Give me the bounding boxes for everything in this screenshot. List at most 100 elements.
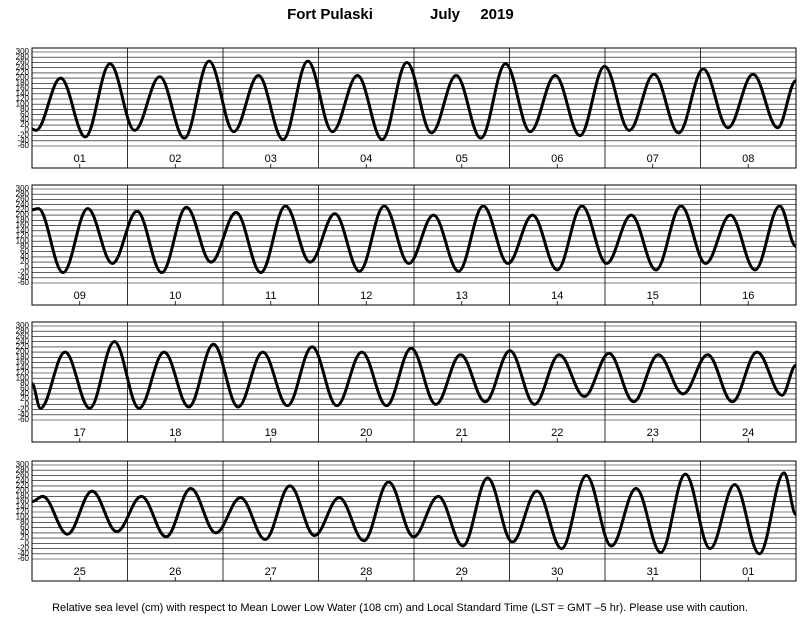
y-tick-label: -40 [17,136,29,145]
y-tick-label: -20 [17,131,29,140]
y-tick-label: 80 [20,379,29,388]
day-label: 03 [265,153,277,165]
y-tick-label: 100 [16,99,30,108]
day-label: 29 [456,566,468,578]
y-tick-label: 120 [16,94,30,103]
y-tick-label: 260 [16,58,30,67]
day-label: 20 [360,427,372,439]
y-tick-label: 240 [16,476,30,485]
y-tick-label: 0 [25,399,30,408]
y-tick-label: 80 [20,242,29,251]
day-label: 26 [169,566,181,578]
y-tick-label: 280 [16,52,30,61]
y-tick-label: 40 [20,389,29,398]
day-label: 28 [360,566,372,578]
y-tick-label: 240 [16,63,30,72]
y-tick-label: 200 [16,73,30,82]
y-tick-label: 160 [16,221,30,230]
y-tick-label: 280 [16,189,30,198]
y-tick-label: 140 [16,363,30,372]
tide-curve [30,340,797,410]
day-label: 23 [647,427,659,439]
y-tick-label: 180 [16,78,30,87]
y-tick-label: 60 [20,110,29,119]
y-tick-label: -60 [17,554,29,563]
day-label: 21 [456,427,468,439]
y-tick-label: 280 [16,326,30,335]
y-tick-label: 20 [20,533,29,542]
y-tick-label: 0 [25,125,30,134]
y-tick-label: 120 [16,507,30,516]
y-tick-label: 40 [20,252,29,261]
y-tick-label: 100 [16,512,30,521]
y-tick-label: -20 [17,544,29,553]
y-tick-label: 140 [16,226,30,235]
y-tick-label: 0 [25,538,30,547]
day-label: 16 [742,290,754,302]
y-tick-label: -40 [17,549,29,558]
y-tick-label: 220 [16,68,30,77]
day-label: 11 [265,290,276,302]
y-tick-label: 180 [16,215,30,224]
year: 2019 [480,6,513,23]
y-tick-label: 20 [20,257,29,266]
y-tick-label: 40 [20,528,29,537]
y-tick-label: 60 [20,247,29,256]
station-title: Fort Pulaski [287,6,373,23]
y-tick-label: 260 [16,195,30,204]
day-label: 25 [74,566,86,578]
y-tick-label: 300 [16,47,30,56]
day-label: 09 [74,290,86,302]
y-tick-label: -60 [17,278,29,287]
y-tick-label: -60 [17,415,29,424]
day-label: 10 [169,290,181,302]
tide-curve [31,59,798,141]
y-tick-label: 40 [20,115,29,124]
y-tick-label: 300 [16,321,30,330]
y-tick-label: 240 [16,337,30,346]
day-label: 18 [169,427,181,439]
y-tick-label: 160 [16,358,30,367]
y-tick-label: 120 [16,368,30,377]
day-label: 31 [647,566,659,578]
footnote: Relative sea level (cm) with respect to … [52,602,748,614]
y-tick-label: 220 [16,205,30,214]
y-tick-label: 60 [20,384,29,393]
y-tick-label: 200 [16,347,30,356]
y-tick-label: -60 [17,141,29,150]
y-tick-label: 300 [16,460,30,469]
day-label: 14 [551,290,563,302]
day-label: 05 [456,153,468,165]
y-tick-label: 180 [16,491,30,500]
y-tick-label: 0 [25,262,30,271]
y-tick-label: -20 [17,405,29,414]
day-label: 17 [74,427,86,439]
day-label: 24 [742,427,754,439]
day-label: 30 [551,566,563,578]
tide-curve [31,204,798,275]
day-label: 12 [360,290,372,302]
day-label: 27 [265,566,277,578]
y-tick-label: 220 [16,481,30,490]
day-label: 22 [551,427,563,439]
day-label: 13 [456,290,468,302]
y-tick-label: 160 [16,84,30,93]
y-tick-label: 200 [16,210,30,219]
day-label: 19 [265,427,277,439]
y-tick-label: 280 [16,465,30,474]
y-tick-label: 20 [20,394,29,403]
y-tick-label: 120 [16,231,30,240]
y-tick-label: 240 [16,200,30,209]
day-label: 06 [551,153,563,165]
y-tick-label: 80 [20,105,29,114]
day-label: 01 [74,153,86,165]
day-label: 08 [742,153,754,165]
y-tick-label: -40 [17,273,29,282]
y-tick-label: 80 [20,518,29,527]
y-tick-label: 300 [16,184,30,193]
y-tick-label: 140 [16,502,30,511]
y-tick-label: 140 [16,89,30,98]
day-label: 15 [647,290,659,302]
day-label: 07 [647,153,659,165]
